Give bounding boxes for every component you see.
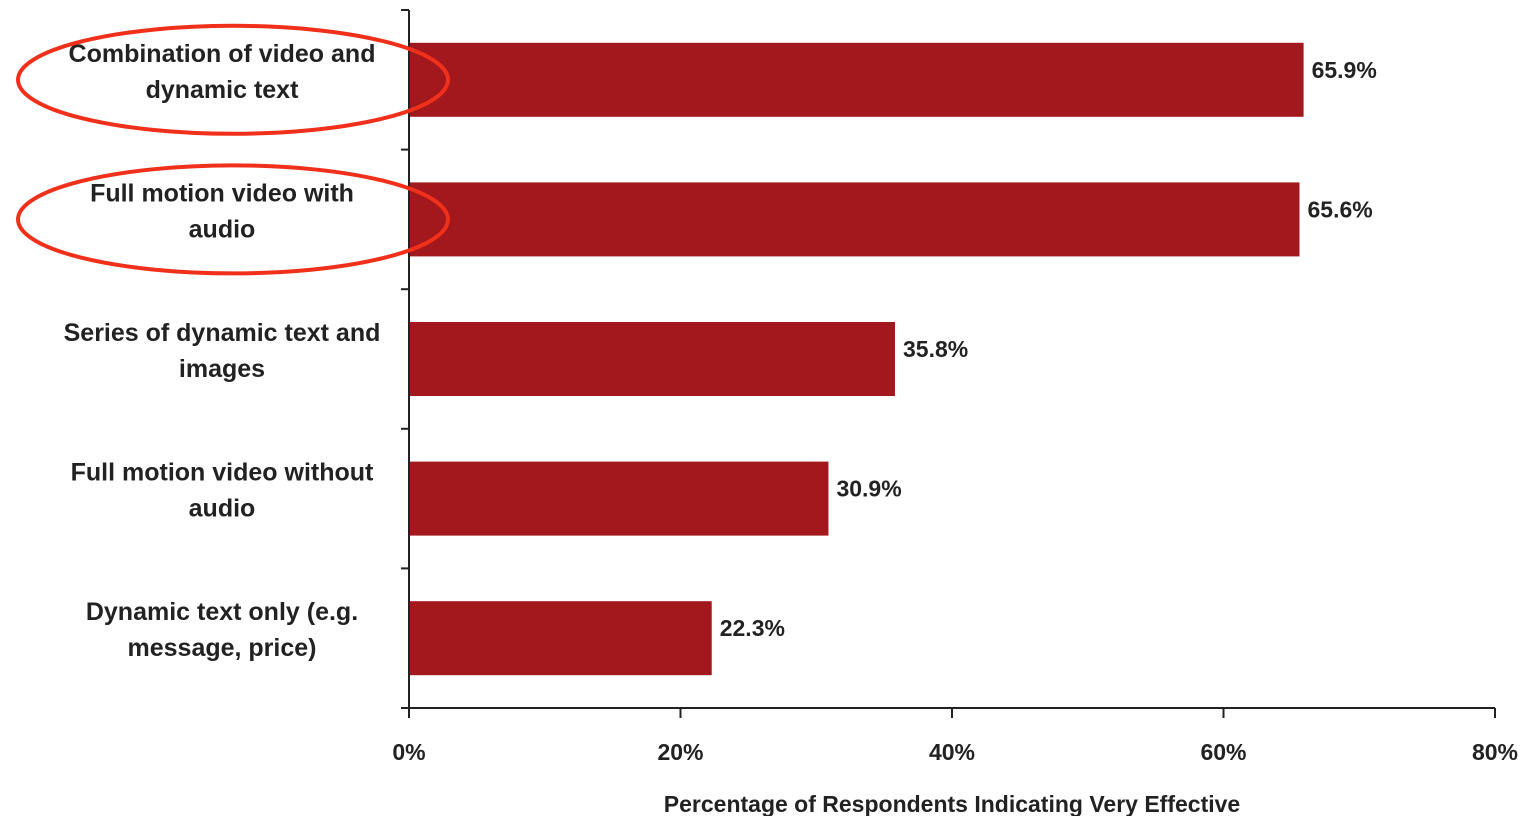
bar-value-label: 30.9%: [836, 476, 901, 502]
labels-group: 65.9% Combination of video and dynamic tex…: [16, 23, 1518, 765]
category-label: Combination of video and dynamic text: [69, 40, 376, 104]
highlight-ellipse: [16, 23, 450, 136]
bar-value-label: 35.8%: [903, 336, 968, 362]
x-tick-label: 0%: [392, 739, 425, 765]
x-tick-label: 40%: [929, 739, 975, 765]
category-label: Dynamic text only (e.g. message, price): [86, 598, 358, 662]
x-axis-title: Percentage of Respondents Indicating Ver…: [664, 791, 1240, 816]
bar-value-label: 22.3%: [720, 615, 785, 641]
bar-value-label: 65.9%: [1312, 57, 1377, 83]
bar: [409, 182, 1300, 257]
category-label: Full motion video without audio: [71, 459, 374, 523]
category-label: Series of dynamic text and images: [64, 319, 381, 383]
bar-value-label: 65.6%: [1308, 196, 1373, 222]
highlight-ellipse: [16, 163, 450, 276]
bar: [409, 601, 712, 676]
bar: [409, 322, 895, 396]
x-tick-label: 60%: [1200, 739, 1246, 765]
x-tick-label: 80%: [1472, 739, 1518, 765]
bar: [409, 461, 829, 536]
bar: [409, 42, 1304, 117]
bars-group: [409, 42, 1304, 676]
category-label: Full motion video with audio: [90, 179, 354, 243]
axes-group: [401, 9, 1496, 718]
x-tick-label: 20%: [657, 739, 703, 765]
